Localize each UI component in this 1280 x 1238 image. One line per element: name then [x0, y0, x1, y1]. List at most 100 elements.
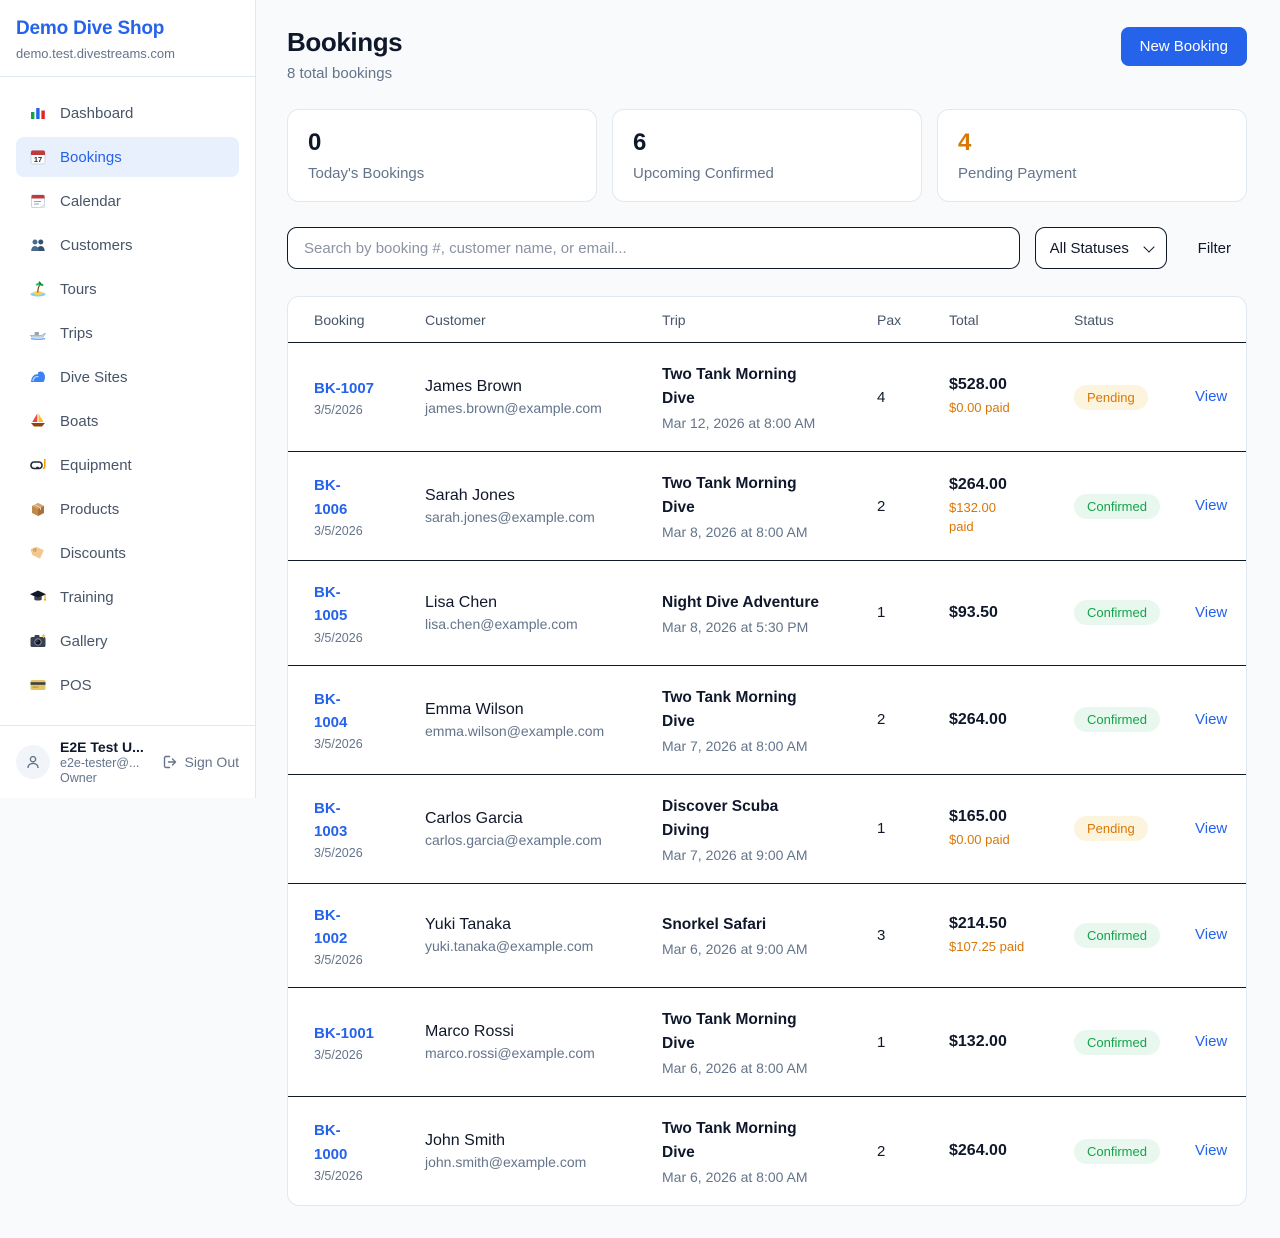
sidebar-item-calendar[interactable]: Calendar	[16, 181, 239, 221]
booking-id-link[interactable]: BK-1007	[314, 379, 375, 397]
status-select[interactable]: All Statuses	[1034, 227, 1167, 269]
table-row: BK- 1005 3/5/2026 Lisa Chen lisa.chen@exam…	[288, 560, 1246, 666]
status-badge: Confirmed	[1074, 1029, 1160, 1055]
search-input[interactable]	[287, 227, 1020, 269]
sign-out-icon	[163, 755, 176, 769]
table-row: BK- 1004 3/5/2026 Emma Wilson emma.wilson@…	[288, 665, 1246, 775]
customer-email: carlos.garcia@example.com	[425, 831, 602, 848]
customer-email: marco.rossi@example.com	[425, 1045, 595, 1062]
new-booking-button[interactable]: New Booking	[1120, 27, 1247, 66]
sign-out-button[interactable]: Sign Out	[162, 754, 239, 770]
page-title: Bookings	[287, 27, 403, 57]
booking-date: 3/5/2026	[314, 630, 363, 645]
stat-value: 4	[958, 129, 972, 156]
col-actions	[1171, 297, 1246, 343]
bookings-table-card: Booking Customer Trip Pax Total Status B…	[287, 296, 1247, 1207]
pax-count: 3	[877, 926, 886, 944]
booking-date: 3/5/2026	[314, 737, 363, 752]
water-wave-icon	[29, 368, 47, 386]
booking-date: 3/5/2026	[314, 403, 363, 418]
customer-email: lisa.chen@example.com	[425, 615, 578, 632]
booking-date: 3/5/2026	[314, 846, 363, 861]
avatar	[16, 745, 50, 779]
status-badge: Confirmed	[1074, 707, 1160, 733]
booking-date: 3/5/2026	[314, 1168, 363, 1183]
sidebar-item-products[interactable]: Products	[16, 489, 239, 529]
sidebar-nav: Dashboard 17 Bookings Calendar Customers…	[0, 77, 255, 725]
tear-off-calendar-icon	[29, 192, 47, 210]
trip-date: Mar 8, 2026 at 5:30 PM	[662, 618, 809, 635]
user-role: Owner	[60, 771, 97, 785]
sidebar-item-trips[interactable]: Trips	[16, 313, 239, 353]
booking-date: 3/5/2026	[314, 953, 363, 968]
booking-id-link[interactable]: BK- 1000	[314, 1122, 348, 1163]
view-link[interactable]: View	[1195, 603, 1228, 621]
sidebar-item-label: Trips	[60, 324, 93, 342]
total-amount: $264.00	[949, 710, 1007, 728]
trip-name: Two Tank Morning Dive	[662, 1120, 797, 1162]
sign-out-label: Sign Out	[184, 754, 239, 770]
trip-name: Night Dive Adventure	[662, 593, 820, 611]
user-name: E2E Test U...	[60, 739, 144, 755]
filter-button[interactable]: Filter	[1182, 240, 1247, 257]
sidebar-item-pos[interactable]: POS	[16, 665, 239, 705]
booking-id-link[interactable]: BK- 1005	[314, 584, 348, 625]
view-link[interactable]: View	[1195, 710, 1228, 728]
diving-mask-icon	[29, 456, 47, 474]
stats-row: 0 Today's Bookings 6 Upcoming Confirmed …	[287, 109, 1247, 202]
sidebar-item-training[interactable]: Training	[16, 577, 239, 617]
pax-count: 1	[877, 820, 886, 838]
booking-id-link[interactable]: BK- 1004	[314, 690, 348, 732]
sidebar-item-label: Products	[60, 500, 120, 518]
table-header-row: Booking Customer Trip Pax Total Status	[288, 297, 1246, 343]
shop-name: Demo Dive Shop	[16, 18, 165, 39]
stat-card-todays-bookings: 0 Today's Bookings	[287, 109, 597, 202]
page-subtitle: 8 total bookings	[287, 65, 393, 82]
sidebar-item-gallery[interactable]: Gallery	[16, 621, 239, 661]
sidebar-item-bookings[interactable]: 17 Bookings	[16, 137, 239, 177]
table-row: BK- 1006 3/5/2026 Sarah Jones sarah.jones@…	[288, 451, 1246, 562]
view-link[interactable]: View	[1195, 1142, 1228, 1160]
sidebar-item-customers[interactable]: Customers	[16, 225, 239, 265]
package-box-icon	[29, 500, 47, 518]
booking-id-link[interactable]: BK- 1006	[314, 477, 348, 518]
trip-date: Mar 7, 2026 at 9:00 AM	[662, 846, 808, 863]
customer-name: Carlos Garcia	[425, 809, 523, 827]
bar-chart-icon	[29, 104, 47, 122]
trip-date: Mar 8, 2026 at 8:00 AM	[662, 524, 808, 541]
view-link[interactable]: View	[1195, 388, 1228, 406]
sidebar-item-discounts[interactable]: Discounts	[16, 533, 239, 573]
sidebar-item-equipment[interactable]: Equipment	[16, 445, 239, 485]
col-customer: Customer	[401, 297, 638, 343]
person-icon	[27, 755, 39, 769]
view-link[interactable]: View	[1195, 497, 1228, 515]
pax-count: 2	[877, 1142, 886, 1160]
sidebar-item-label: Dashboard	[60, 104, 134, 122]
sidebar-item-dive-sites[interactable]: Dive Sites	[16, 357, 239, 397]
view-link[interactable]: View	[1195, 819, 1228, 837]
sailboat-icon	[29, 412, 47, 430]
view-link[interactable]: View	[1195, 1033, 1228, 1051]
user-meta: E2E Test U... e2e-tester@... Owner	[60, 739, 144, 785]
booking-id-link[interactable]: BK-1001	[314, 1025, 375, 1043]
customer-name: Lisa Chen	[425, 593, 498, 611]
sidebar-item-dashboard[interactable]: Dashboard	[16, 93, 239, 133]
booking-id-link[interactable]: BK- 1003	[314, 799, 348, 841]
sidebar-item-boats[interactable]: Boats	[16, 401, 239, 441]
table-row: BK- 1003 3/5/2026 Carlos Garcia carlos.gar…	[288, 774, 1246, 884]
shop-domain: demo.test.divestreams.com	[16, 46, 175, 61]
trip-name: Two Tank Morning Dive	[662, 475, 797, 517]
sidebar-item-tours[interactable]: Tours	[16, 269, 239, 309]
status-badge: Pending	[1074, 384, 1148, 410]
stat-value: 0	[308, 129, 322, 156]
view-link[interactable]: View	[1195, 926, 1228, 944]
camera-flash-icon	[29, 632, 47, 650]
status-badge: Pending	[1074, 816, 1148, 842]
col-status: Status	[1050, 297, 1171, 343]
credit-card-icon	[29, 676, 47, 694]
table-row: BK- 1000 3/5/2026 John Smith john.smith@ex…	[288, 1097, 1246, 1206]
booking-id-link[interactable]: BK- 1002	[314, 906, 348, 947]
trip-date: Mar 6, 2026 at 8:00 AM	[662, 1060, 808, 1077]
trip-name: Snorkel Safari	[662, 916, 767, 934]
sidebar-item-label: Discounts	[60, 544, 126, 562]
